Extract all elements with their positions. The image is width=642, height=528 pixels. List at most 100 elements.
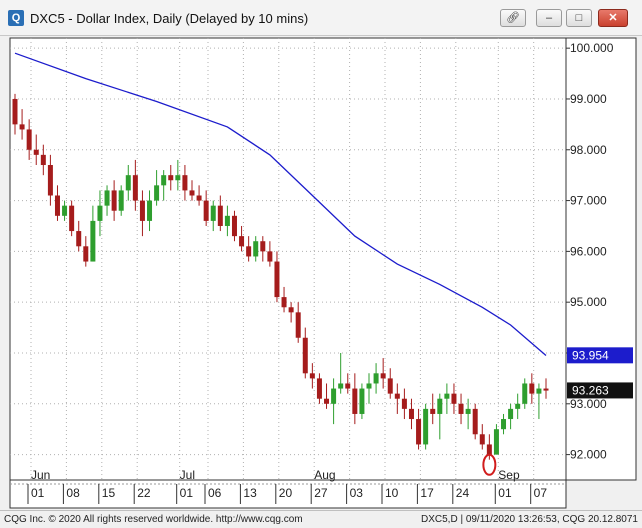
- y-tick-label: 97.000: [570, 194, 607, 208]
- candle-body: [111, 190, 117, 211]
- candle-body: [189, 190, 195, 196]
- candle-body: [83, 246, 89, 262]
- candle-body: [69, 205, 75, 232]
- grid-lines: [10, 38, 566, 480]
- minimize-button[interactable]: –: [536, 9, 562, 27]
- candle-body: [493, 429, 499, 455]
- x-tick-label: 15: [102, 486, 116, 500]
- x-tick-label: 01: [180, 486, 194, 500]
- candle-body: [210, 205, 216, 221]
- price-chart[interactable]: 100.00099.00098.00097.00096.00095.00094.…: [0, 36, 642, 510]
- price-badge-label: 93.263: [572, 383, 609, 397]
- candle-body: [40, 154, 46, 166]
- candle-body: [345, 383, 351, 389]
- app-logo-icon: Q: [8, 10, 24, 26]
- y-tick-label: 98.000: [570, 143, 607, 157]
- candle-body: [175, 175, 181, 181]
- x-tick-label: 24: [456, 486, 470, 500]
- y-tick-label: 96.000: [570, 244, 607, 258]
- close-button[interactable]: ✕: [598, 9, 628, 27]
- y-tick-label: 99.000: [570, 92, 607, 106]
- candle-body: [147, 200, 153, 221]
- candle-body: [246, 246, 252, 257]
- x-tick-label: 20: [279, 486, 293, 500]
- link-icon: 🔗︎: [506, 12, 520, 24]
- candle-body: [168, 175, 174, 181]
- x-tick-label: 10: [385, 486, 399, 500]
- candle-body: [203, 200, 209, 221]
- x-tick-label: 08: [66, 486, 80, 500]
- x-tick-label: 13: [243, 486, 257, 500]
- window-title: DXC5 - Dollar Index, Daily (Delayed by 1…: [30, 11, 309, 26]
- candle-body: [274, 261, 280, 298]
- x-tick-label: 22: [137, 486, 151, 500]
- candle-body: [253, 241, 259, 257]
- candle-body: [338, 383, 344, 389]
- candle-body: [118, 190, 124, 211]
- candle-body: [430, 408, 436, 414]
- candle-body: [196, 195, 202, 201]
- candle-body: [97, 205, 103, 221]
- month-label: Jun: [31, 468, 50, 482]
- candle-body: [76, 231, 82, 247]
- month-label: Sep: [498, 468, 520, 482]
- candle-body: [324, 398, 330, 404]
- candle-body: [501, 419, 507, 430]
- status-footer: CQG Inc. © 2020 All rights reserved worl…: [0, 510, 642, 528]
- price-badge: [567, 382, 633, 399]
- price-badge: [567, 347, 633, 364]
- candle-body: [401, 398, 407, 409]
- candle-body: [359, 388, 365, 414]
- candle-body: [423, 408, 429, 445]
- candle-body: [54, 195, 60, 216]
- candle-body: [281, 297, 287, 308]
- y-tick-label: 92.000: [570, 448, 607, 462]
- x-axis-area: [9, 479, 567, 509]
- maximize-button[interactable]: □: [566, 9, 592, 27]
- candle-body: [543, 388, 549, 391]
- candle-body: [408, 408, 414, 420]
- candle-body: [458, 403, 464, 414]
- candle-body: [267, 251, 273, 262]
- candle-body: [26, 129, 32, 150]
- link-button[interactable]: 🔗︎: [500, 9, 526, 27]
- candle-body: [316, 378, 322, 399]
- candle-body: [416, 419, 422, 445]
- chart-frame: 100.00099.00098.00097.00096.00095.00094.…: [0, 36, 642, 510]
- minimize-icon: –: [545, 12, 553, 24]
- candle-body: [182, 175, 188, 191]
- candle-body: [387, 378, 393, 394]
- window-titlebar[interactable]: Q DXC5 - Dollar Index, Daily (Delayed by…: [0, 0, 642, 36]
- candle-body: [479, 434, 485, 445]
- candle-body: [19, 124, 25, 130]
- candle-body: [515, 403, 521, 409]
- candle-body: [125, 175, 131, 191]
- candle-body: [486, 444, 492, 455]
- y-tick-label: 93.000: [570, 397, 607, 411]
- status-text: DXC5,D | 09/11/2020 13:26:53, CQG 20.12.…: [420, 514, 638, 525]
- candle-body: [104, 190, 110, 206]
- x-axis: 01 08 15 22 01 06 13 20 27 03 10 17 24 01 07 Jun Jul Aug S…: [27, 468, 547, 504]
- candle-body: [12, 98, 18, 125]
- plot-area: [9, 37, 567, 481]
- candle-body: [154, 185, 160, 201]
- price-badges: 93.954 93.263: [567, 347, 633, 399]
- candle-body: [224, 215, 230, 226]
- candle-body: [529, 383, 535, 394]
- candle-body: [217, 205, 223, 226]
- candle-body: [239, 236, 245, 247]
- candle-body: [47, 165, 53, 196]
- candle-body: [161, 175, 167, 186]
- candle-body: [132, 175, 138, 201]
- y-axis-area: [565, 37, 637, 481]
- candle-body: [451, 393, 457, 404]
- copyright-text: CQG Inc. © 2020 All rights reserved worl…: [4, 514, 303, 525]
- x-tick-label: 06: [208, 486, 222, 500]
- candle-body: [260, 241, 266, 252]
- x-tick-label: 01: [498, 486, 512, 500]
- x-tick-label: 01: [31, 486, 45, 500]
- y-tick-label: 100.000: [570, 41, 614, 55]
- annotation-ellipse: [482, 453, 497, 476]
- y-tick-label: 95.000: [570, 295, 607, 309]
- candle-body: [444, 393, 450, 399]
